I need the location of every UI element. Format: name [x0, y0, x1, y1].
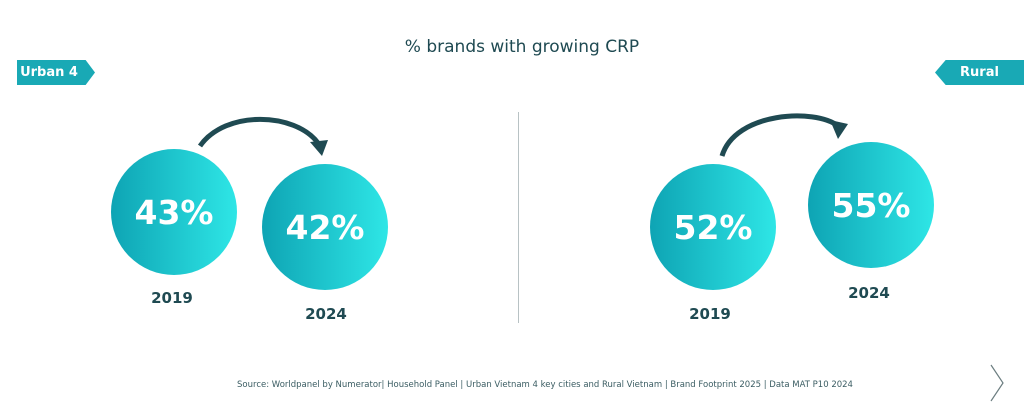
- chevron-right-icon[interactable]: [988, 363, 1008, 403]
- rural-arrow-icon: [719, 113, 848, 157]
- urban-2024-year: 2024: [305, 305, 347, 323]
- rural-2024-year: 2024: [848, 284, 890, 302]
- urban-tag-label: Urban 4: [20, 65, 78, 80]
- rural-tag-label: Rural: [960, 65, 999, 80]
- divider: [518, 112, 519, 323]
- urban-2019-value: 43%: [134, 192, 214, 232]
- rural-2019-year: 2019: [689, 305, 731, 323]
- rural-tag: Rural: [935, 60, 1024, 85]
- urban-2024-circle: 42%: [262, 164, 388, 290]
- urban-2024-value: 42%: [285, 207, 365, 247]
- page-title: % brands with growing CRP: [404, 37, 640, 57]
- urban-2019-circle: 43%: [111, 149, 237, 275]
- rural-2024-circle: 55%: [808, 142, 934, 268]
- rural-2024-value: 55%: [831, 185, 911, 225]
- urban-arrow-icon: [197, 116, 328, 156]
- rural-2019-circle: 52%: [650, 164, 776, 290]
- rural-2019-value: 52%: [673, 207, 753, 247]
- source-note: Source: Worldpanel by Numerator| Househo…: [237, 380, 853, 390]
- urban-2019-year: 2019: [151, 289, 193, 307]
- urban-tag: Urban 4: [17, 60, 95, 85]
